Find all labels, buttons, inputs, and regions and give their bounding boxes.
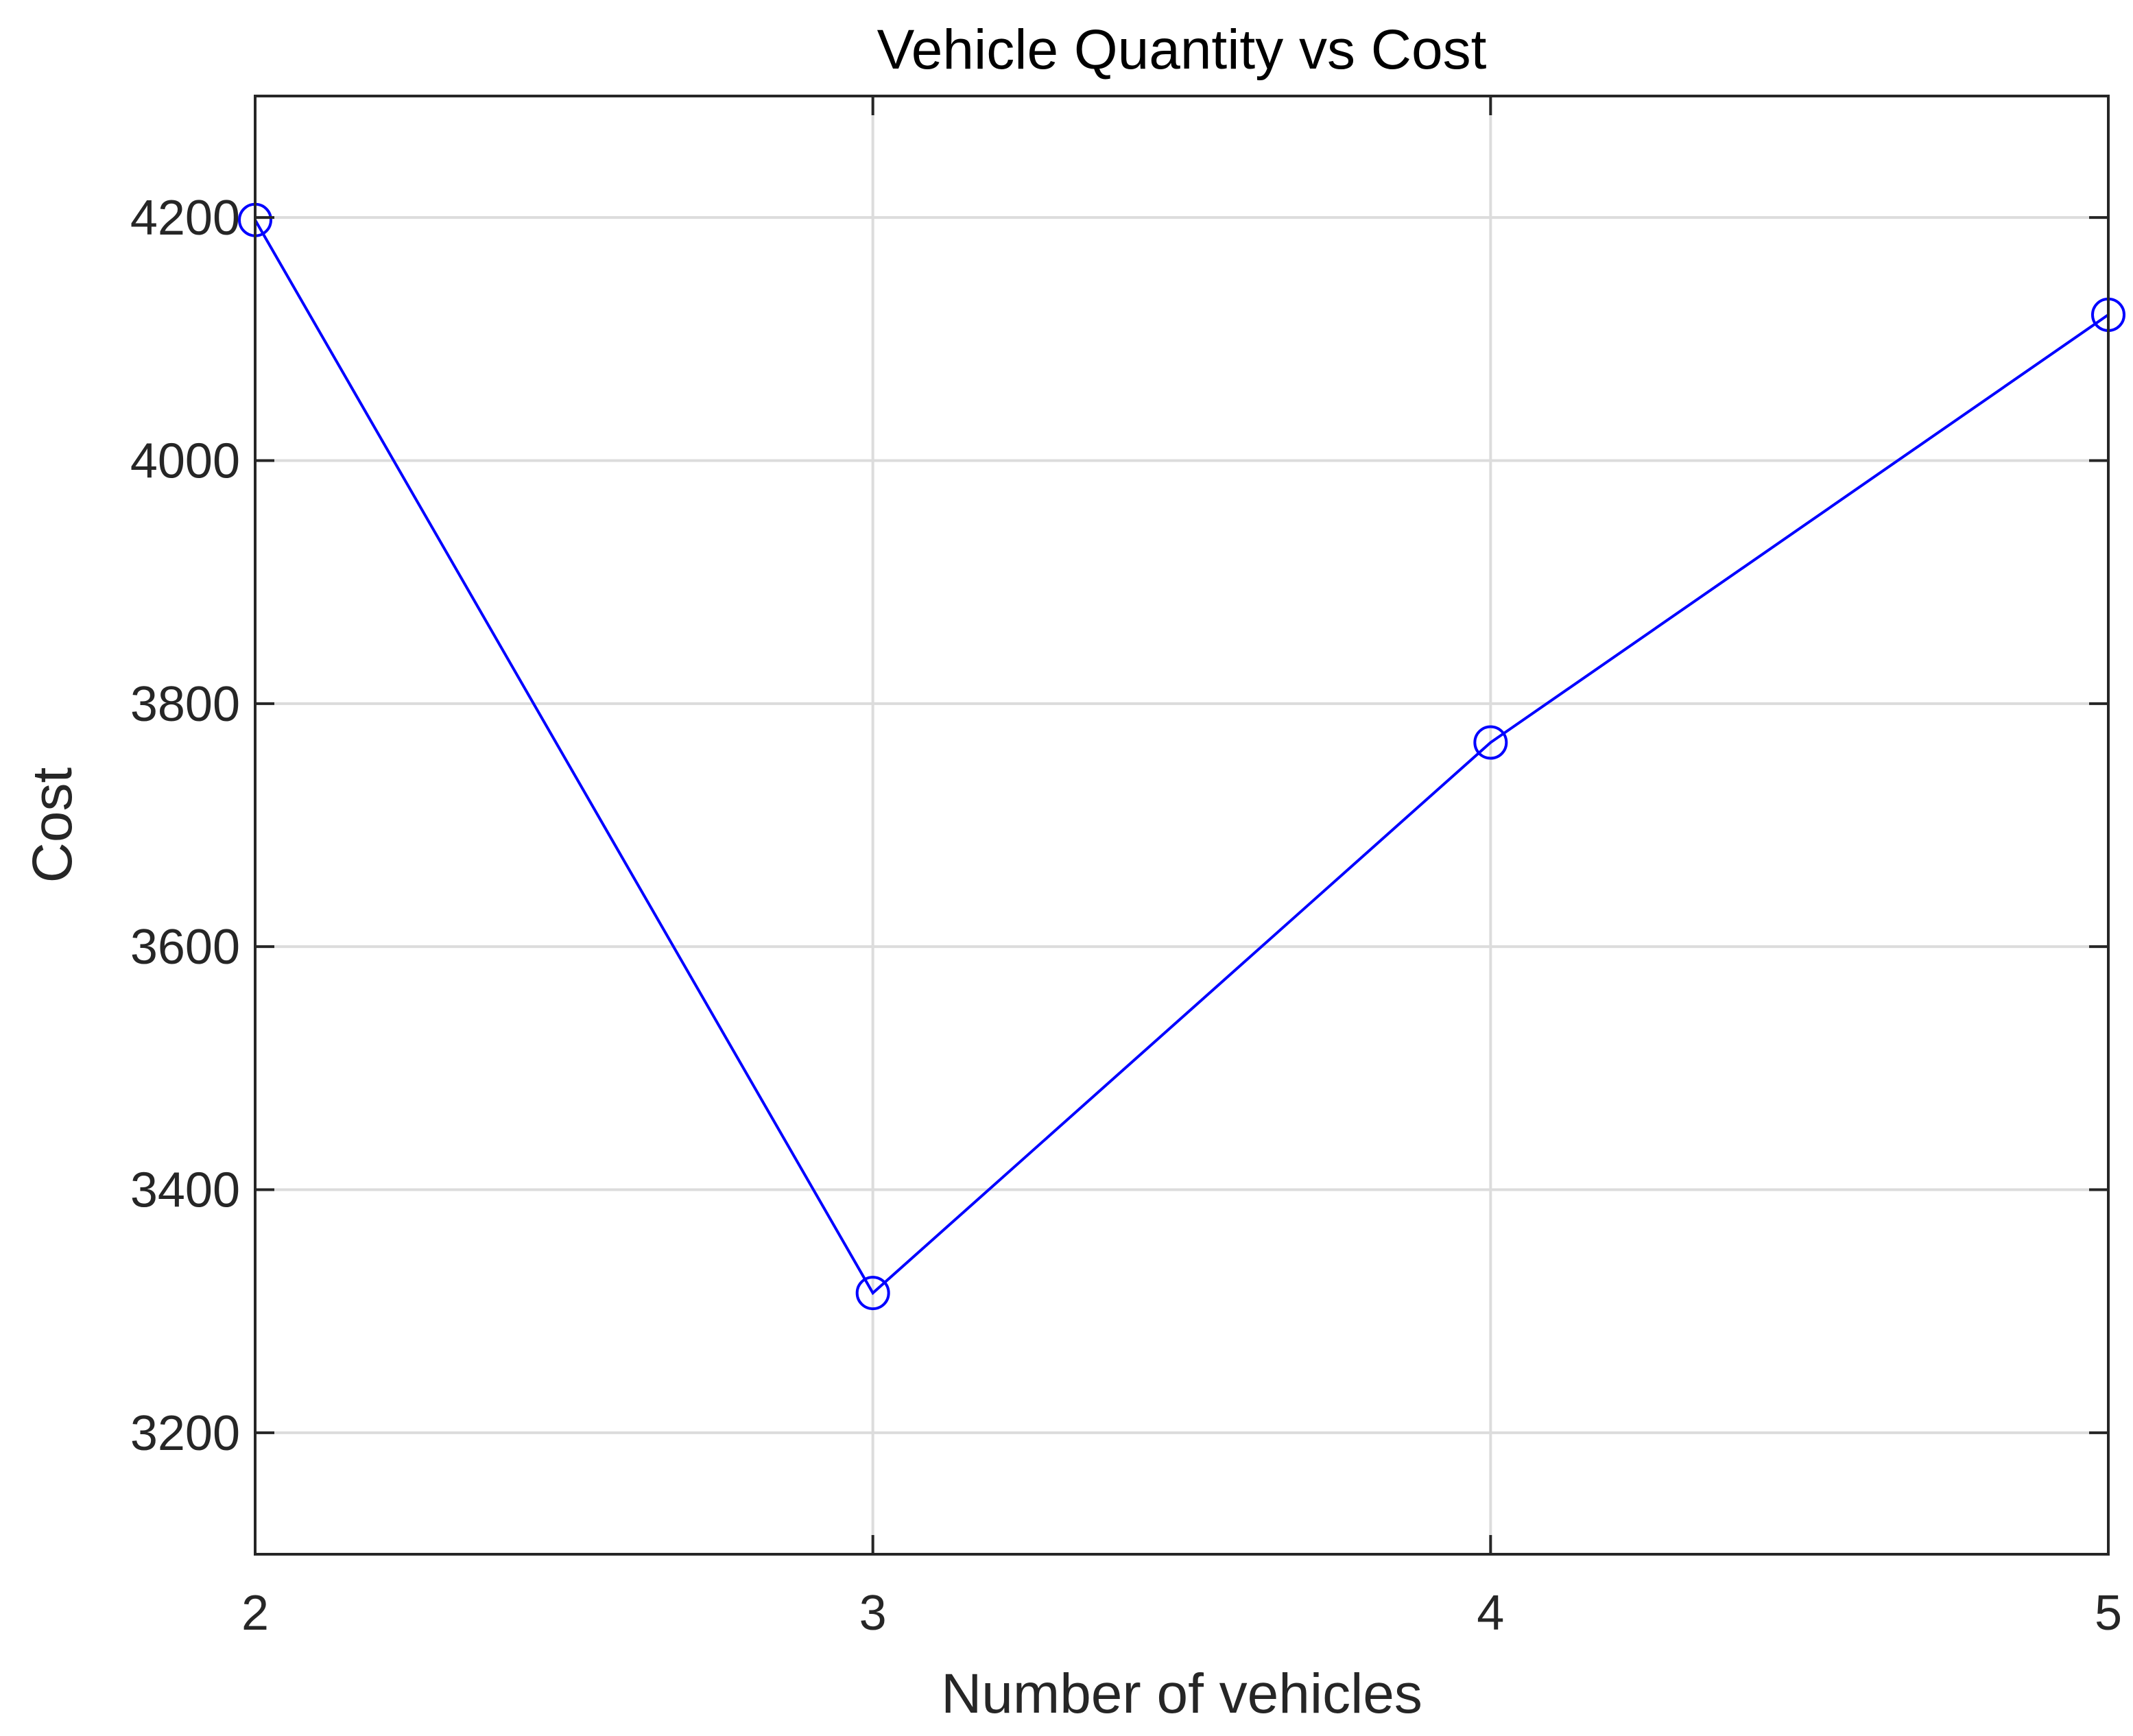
y-tick-label: 4000	[130, 434, 240, 489]
y-tick-label: 3400	[130, 1163, 240, 1218]
x-tick-label: 2	[241, 1586, 269, 1641]
series-line	[254, 219, 2110, 1296]
grid	[255, 96, 2108, 1554]
x-tick-label: 3	[859, 1586, 887, 1641]
y-axis-label: Cost	[21, 767, 84, 883]
x-tick-label: 4	[1477, 1586, 1504, 1641]
tick-labels: 3200 3400 3600 3800 4000 4200 2 3 4 5	[130, 191, 2122, 1641]
x-tick-label: 5	[2095, 1586, 2122, 1641]
series-layer	[238, 202, 2125, 1311]
y-tick-label: 3200	[130, 1406, 240, 1461]
y-tick-label: 3800	[130, 677, 240, 732]
axis-ticks	[254, 96, 2110, 1554]
data-point-marker	[855, 1276, 890, 1311]
y-tick-label: 3600	[130, 920, 240, 975]
data-point-marker	[1473, 725, 1508, 760]
x-axis-label: Number of vehicles	[941, 1663, 1422, 1725]
chart-title: Vehicle Quantity vs Cost	[877, 19, 1487, 81]
plot-frame	[254, 95, 2110, 1556]
y-tick-label: 4200	[130, 191, 240, 246]
